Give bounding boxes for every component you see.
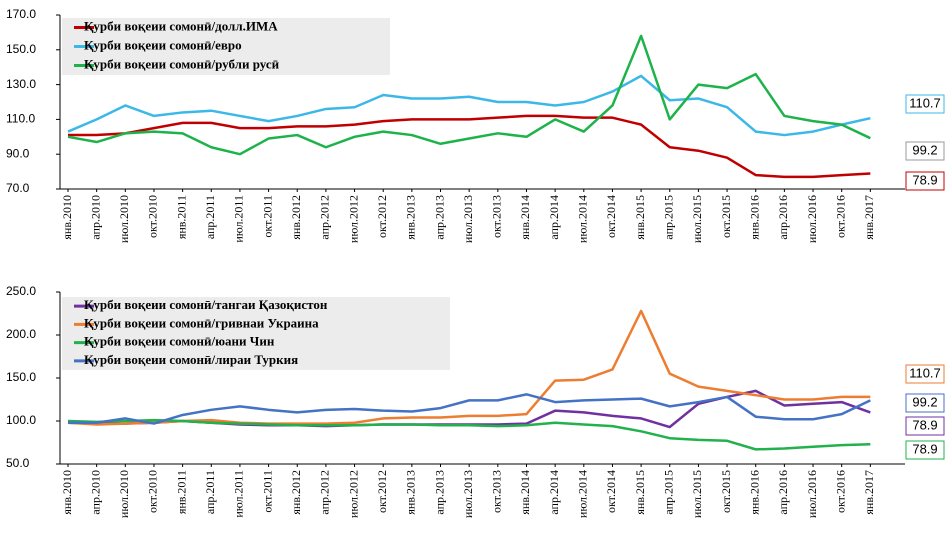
x-tick-label: окт.2015 bbox=[719, 195, 733, 238]
annotation-label: 99.2 bbox=[912, 142, 937, 157]
legend-label: Қурби воқеии сомонӣ/тангаи Қазоқистон bbox=[84, 297, 328, 312]
x-tick-label: апр.2014 bbox=[547, 195, 561, 240]
x-tick-label: окт.2010 bbox=[146, 195, 160, 238]
annotation-label: 78.9 bbox=[912, 417, 937, 432]
x-tick-label: янв.2010 bbox=[60, 195, 74, 240]
series-line bbox=[67, 74, 871, 137]
annotation-box bbox=[905, 440, 945, 460]
y-tick-label: 250.0 bbox=[6, 284, 36, 298]
legend-label: Қурби воқеии сомонӣ/юани Чин bbox=[84, 334, 275, 349]
x-tick-label: июл.2011 bbox=[232, 195, 246, 243]
x-tick-label: янв.2011 bbox=[174, 470, 188, 514]
legend-box bbox=[62, 18, 390, 75]
x-tick-label: янв.2012 bbox=[289, 195, 303, 240]
x-tick-label: окт.2014 bbox=[604, 470, 618, 513]
y-tick-label: 70.0 bbox=[6, 181, 30, 195]
y-tick-label: 200.0 bbox=[6, 327, 36, 341]
x-tick-label: янв.2010 bbox=[60, 470, 74, 515]
x-tick-label: янв.2016 bbox=[747, 195, 761, 240]
x-tick-label: апр.2011 bbox=[203, 470, 217, 514]
x-tick-label: июл.2016 bbox=[805, 470, 819, 518]
x-tick-label: янв.2013 bbox=[404, 470, 418, 515]
x-tick-label: июл.2015 bbox=[690, 195, 704, 243]
series-line bbox=[67, 309, 871, 426]
x-tick-label: апр.2013 bbox=[432, 470, 446, 515]
annotation-box bbox=[905, 364, 945, 384]
x-tick-label: янв.2017 bbox=[862, 195, 876, 240]
x-tick-label: янв.2014 bbox=[518, 195, 532, 240]
series-line bbox=[68, 114, 871, 179]
y-tick-label: 150.0 bbox=[6, 370, 36, 384]
series-line bbox=[68, 393, 871, 425]
annotation-box bbox=[905, 94, 945, 114]
x-tick-label: окт.2011 bbox=[260, 470, 274, 513]
y-tick-label: 150.0 bbox=[6, 42, 36, 56]
y-tick-label: 170.0 bbox=[6, 7, 36, 21]
x-tick-label: июл.2010 bbox=[117, 195, 131, 243]
x-tick-label: апр.2012 bbox=[318, 470, 332, 515]
annotation-label: 78.9 bbox=[912, 172, 937, 187]
annotation-box bbox=[905, 393, 945, 413]
x-tick-label: янв.2015 bbox=[633, 195, 647, 240]
x-tick-label: апр.2015 bbox=[662, 470, 676, 515]
x-tick-label: апр.2011 bbox=[203, 195, 217, 239]
x-tick-label: апр.2012 bbox=[318, 195, 332, 240]
legend-label: Қурби воқеии сомонӣ/гривнаи Украина bbox=[84, 315, 319, 330]
series-line bbox=[67, 34, 871, 156]
legend-label: Қурби воқеии сомонӣ/евро bbox=[84, 37, 242, 52]
annotation-box bbox=[905, 416, 945, 436]
x-tick-label: окт.2010 bbox=[146, 470, 160, 513]
x-tick-label: апр.2016 bbox=[776, 470, 790, 515]
annotation-label: 78.9 bbox=[912, 441, 937, 456]
series-line bbox=[67, 418, 871, 451]
annotation-label: 99.2 bbox=[912, 394, 937, 409]
x-tick-label: июл.2013 bbox=[461, 470, 475, 518]
x-tick-label: окт.2016 bbox=[833, 470, 847, 513]
y-tick-label: 130.0 bbox=[6, 77, 36, 91]
legend-label: Қурби воқеии сомонӣ/лираи Туркия bbox=[84, 352, 298, 367]
x-tick-label: окт.2011 bbox=[260, 195, 274, 238]
annotation-label: 110.7 bbox=[909, 95, 941, 110]
x-tick-label: окт.2014 bbox=[604, 195, 618, 238]
x-tick-label: июл.2012 bbox=[346, 470, 360, 518]
x-tick-label: июл.2010 bbox=[117, 470, 131, 518]
x-tick-label: июл.2012 bbox=[346, 195, 360, 243]
x-tick-label: июл.2014 bbox=[576, 470, 590, 518]
x-tick-label: июл.2013 bbox=[461, 195, 475, 243]
x-tick-label: янв.2014 bbox=[518, 470, 532, 515]
y-tick-label: 100.0 bbox=[6, 413, 36, 427]
x-tick-label: апр.2013 bbox=[432, 195, 446, 240]
x-tick-label: окт.2012 bbox=[375, 195, 389, 238]
x-tick-label: янв.2016 bbox=[747, 470, 761, 515]
x-tick-label: окт.2012 bbox=[375, 470, 389, 513]
x-tick-label: апр.2010 bbox=[88, 470, 102, 515]
x-tick-label: апр.2016 bbox=[776, 195, 790, 240]
x-tick-label: апр.2010 bbox=[88, 195, 102, 240]
y-tick-label: 50.0 bbox=[6, 456, 30, 470]
legend-box bbox=[62, 297, 450, 370]
x-tick-label: окт.2013 bbox=[490, 195, 504, 238]
x-tick-label: янв.2011 bbox=[174, 195, 188, 239]
annotation-label: 110.7 bbox=[909, 365, 941, 380]
annotation-box bbox=[905, 141, 945, 161]
annotation-box bbox=[905, 171, 945, 191]
x-tick-label: янв.2015 bbox=[633, 470, 647, 515]
x-tick-label: апр.2014 bbox=[547, 470, 561, 515]
x-tick-label: июл.2011 bbox=[232, 470, 246, 518]
x-tick-label: апр.2015 bbox=[662, 195, 676, 240]
legend-label: Қурби воқеии сомонӣ/рубли русӣ bbox=[84, 56, 280, 71]
legend-label: Қурби воқеии сомонӣ/долл.ИМА bbox=[84, 18, 278, 33]
x-tick-label: окт.2015 bbox=[719, 470, 733, 513]
x-tick-label: янв.2017 bbox=[862, 470, 876, 515]
x-tick-label: окт.2013 bbox=[490, 470, 504, 513]
x-tick-label: июл.2016 bbox=[805, 195, 819, 243]
x-tick-label: окт.2016 bbox=[833, 195, 847, 238]
x-tick-label: янв.2013 bbox=[404, 195, 418, 240]
x-tick-label: янв.2012 bbox=[289, 470, 303, 515]
x-tick-label: июл.2014 bbox=[576, 195, 590, 243]
y-tick-label: 110.0 bbox=[6, 112, 35, 126]
y-tick-label: 90.0 bbox=[6, 146, 30, 160]
x-tick-label: июл.2015 bbox=[690, 470, 704, 518]
